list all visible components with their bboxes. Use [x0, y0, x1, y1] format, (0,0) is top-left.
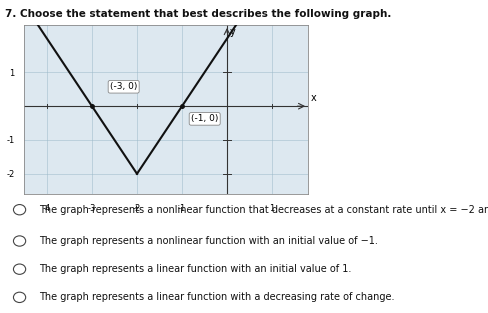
- Text: y: y: [229, 27, 235, 37]
- Text: The graph represents a nonlinear function that decreases at a constant rate unti: The graph represents a nonlinear functio…: [39, 205, 488, 215]
- Text: (-3, 0): (-3, 0): [110, 82, 137, 91]
- Text: The graph represents a linear function with an initial value of 1.: The graph represents a linear function w…: [39, 264, 351, 274]
- Text: (-1, 0): (-1, 0): [191, 114, 218, 123]
- Text: 7. Choose the statement that best describes the following graph.: 7. Choose the statement that best descri…: [5, 9, 390, 19]
- Text: x: x: [310, 94, 315, 104]
- Text: The graph represents a linear function with a decreasing rate of change.: The graph represents a linear function w…: [39, 292, 394, 302]
- Text: The graph represents a nonlinear function with an initial value of −1.: The graph represents a nonlinear functio…: [39, 236, 377, 246]
